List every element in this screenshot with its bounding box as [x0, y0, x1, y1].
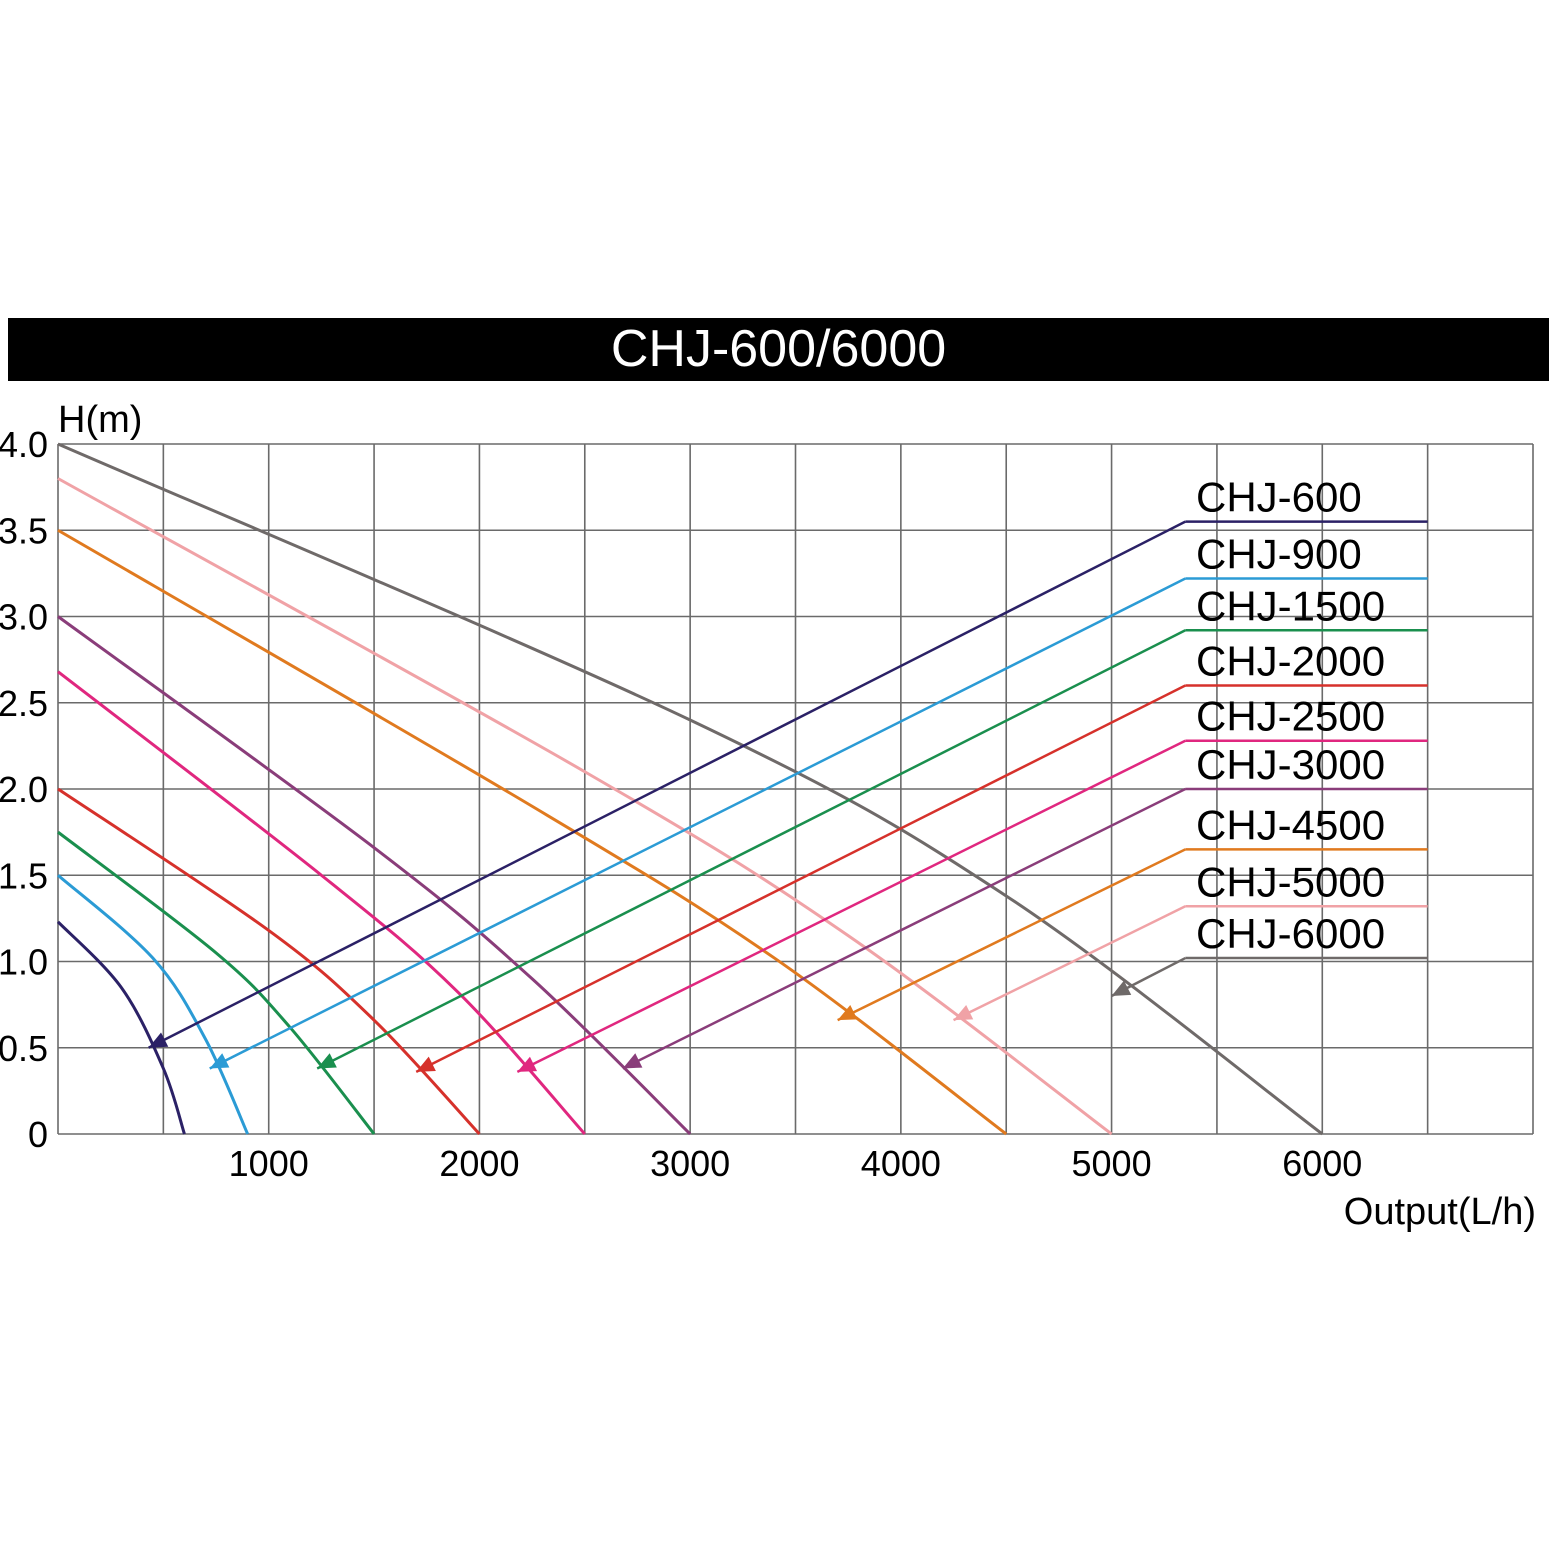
- y-tick-label: 3.0: [0, 597, 48, 638]
- curve-chj-2500: [57, 670, 586, 1135]
- leader-line-chj-5000: [952, 905, 1186, 1022]
- arrowhead-chj-2000: [416, 1056, 436, 1072]
- leader-line-chj-900: [209, 577, 1186, 1070]
- leader-line-chj-2000: [415, 684, 1186, 1074]
- curve-chj-2000: [57, 787, 481, 1136]
- legend-label-chj-2500: CHJ-2500: [1196, 693, 1385, 740]
- y-tick-label: 2.0: [0, 769, 48, 810]
- chart-grid: 0 0.5 1.0 1.5 2.0 2.5 3.0 3.5 4.0 1000 2000 3000 400…: [0, 424, 1534, 1184]
- y-tick-label: 2.5: [0, 683, 48, 724]
- chart-title-bar: CHJ-600/6000: [8, 318, 1549, 381]
- arrowhead-chj-4500: [837, 1005, 858, 1021]
- arrowhead-chj-3000: [622, 1053, 643, 1069]
- legend-label-chj-2000: CHJ-2000: [1196, 638, 1385, 685]
- y-tick-label: 1.5: [0, 855, 48, 896]
- legend-leader-lines: CHJ-600CHJ-900CHJ-1500CHJ-2000CHJ-2500CH…: [148, 474, 1428, 1074]
- x-tick-label: 3000: [650, 1143, 730, 1184]
- y-tick-label: 4.0: [0, 424, 48, 465]
- leader-line-chj-1500: [316, 629, 1186, 1070]
- y-tick-label: 3.5: [0, 510, 48, 551]
- y-tick-label: 1.0: [0, 942, 48, 983]
- arrowhead-chj-2500: [517, 1056, 538, 1072]
- x-tick-label: 5000: [1072, 1143, 1152, 1184]
- legend-label-chj-3000: CHJ-3000: [1196, 741, 1385, 788]
- y-axis-title: H(m): [58, 399, 142, 441]
- curve-chj-1500: [57, 830, 376, 1135]
- arrowhead-chj-600: [148, 1032, 169, 1048]
- x-tick-label: 4000: [861, 1143, 941, 1184]
- legend-label-chj-6000: CHJ-6000: [1196, 910, 1385, 957]
- y-tick-label: 0: [28, 1114, 48, 1155]
- x-tick-label: 2000: [439, 1143, 519, 1184]
- arrowhead-chj-5000: [953, 1005, 974, 1021]
- legend-label-chj-4500: CHJ-4500: [1196, 801, 1385, 848]
- performance-curves: [56, 442, 1324, 1136]
- arrowhead-chj-900: [209, 1053, 230, 1069]
- x-tick-label: 1000: [229, 1143, 309, 1184]
- leader-line-chj-3000: [622, 787, 1186, 1070]
- legend-label-chj-600: CHJ-600: [1196, 474, 1362, 521]
- x-tick-label: 6000: [1282, 1143, 1362, 1184]
- arrowhead-chj-1500: [317, 1053, 337, 1069]
- legend-label-chj-1500: CHJ-1500: [1196, 582, 1385, 629]
- legend-label-chj-5000: CHJ-5000: [1196, 858, 1385, 905]
- curve-chj-900: [57, 874, 250, 1135]
- legend-label-chj-900: CHJ-900: [1196, 531, 1362, 578]
- axis-labels: H(m) Output(L/h): [58, 399, 1536, 1233]
- arrowhead-chj-6000: [1111, 980, 1132, 996]
- curve-chj-6000: [57, 442, 1324, 1136]
- chart-title: CHJ-600/6000: [610, 320, 947, 378]
- curve-chj-600: [56, 920, 186, 1135]
- curve-chj-3000: [57, 615, 692, 1136]
- curve-chj-5000: [57, 477, 1113, 1136]
- curve-chj-4500: [57, 528, 1008, 1136]
- leader-line-chj-600: [148, 520, 1186, 1049]
- leader-line-chj-4500: [837, 848, 1186, 1022]
- y-tick-label: 0.5: [0, 1028, 48, 1069]
- leader-line-chj-2500: [516, 739, 1186, 1074]
- x-axis-title: Output(L/h): [1344, 1191, 1536, 1233]
